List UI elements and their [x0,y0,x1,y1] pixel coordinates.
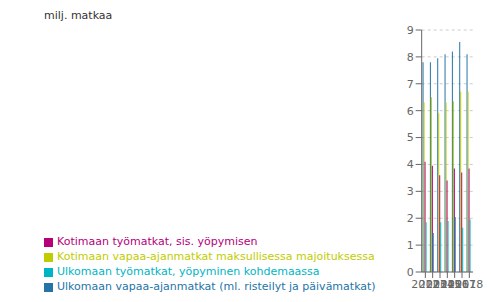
html-text:Kotimaan vapaa-ajanmatkat maks: Kotimaan vapaa-ajanmatkat maksullisessa … [57,250,375,263]
html-text:milj. matkaa: milj. matkaa [44,9,113,22]
html-text:Ulkomaan työmatkat, yöpyminen: Ulkomaan työmatkat, yöpyminen kohdemaass… [57,265,320,278]
svg-text:2018: 2018 [455,278,483,291]
html-text:Kotimaan työmatkat, sis. yöpym: Kotimaan työmatkat, sis. yöpymisen [57,235,258,248]
svg-text:3: 3 [407,185,414,198]
html-text:Ulkomaan vapaa-ajanmatkat (ml.: Ulkomaan vapaa-ajanmatkat (ml. risteilyt… [57,280,376,293]
svg-text:4: 4 [407,158,414,171]
svg-text:0: 0 [407,266,414,279]
svg-text:9: 9 [407,24,414,37]
svg-text:6: 6 [407,105,414,118]
svg-text:1: 1 [407,239,414,252]
svg-text:8: 8 [407,51,414,64]
svg-text:7: 7 [407,78,414,91]
svg-text:2: 2 [407,212,414,225]
svg-text:5: 5 [407,131,414,144]
